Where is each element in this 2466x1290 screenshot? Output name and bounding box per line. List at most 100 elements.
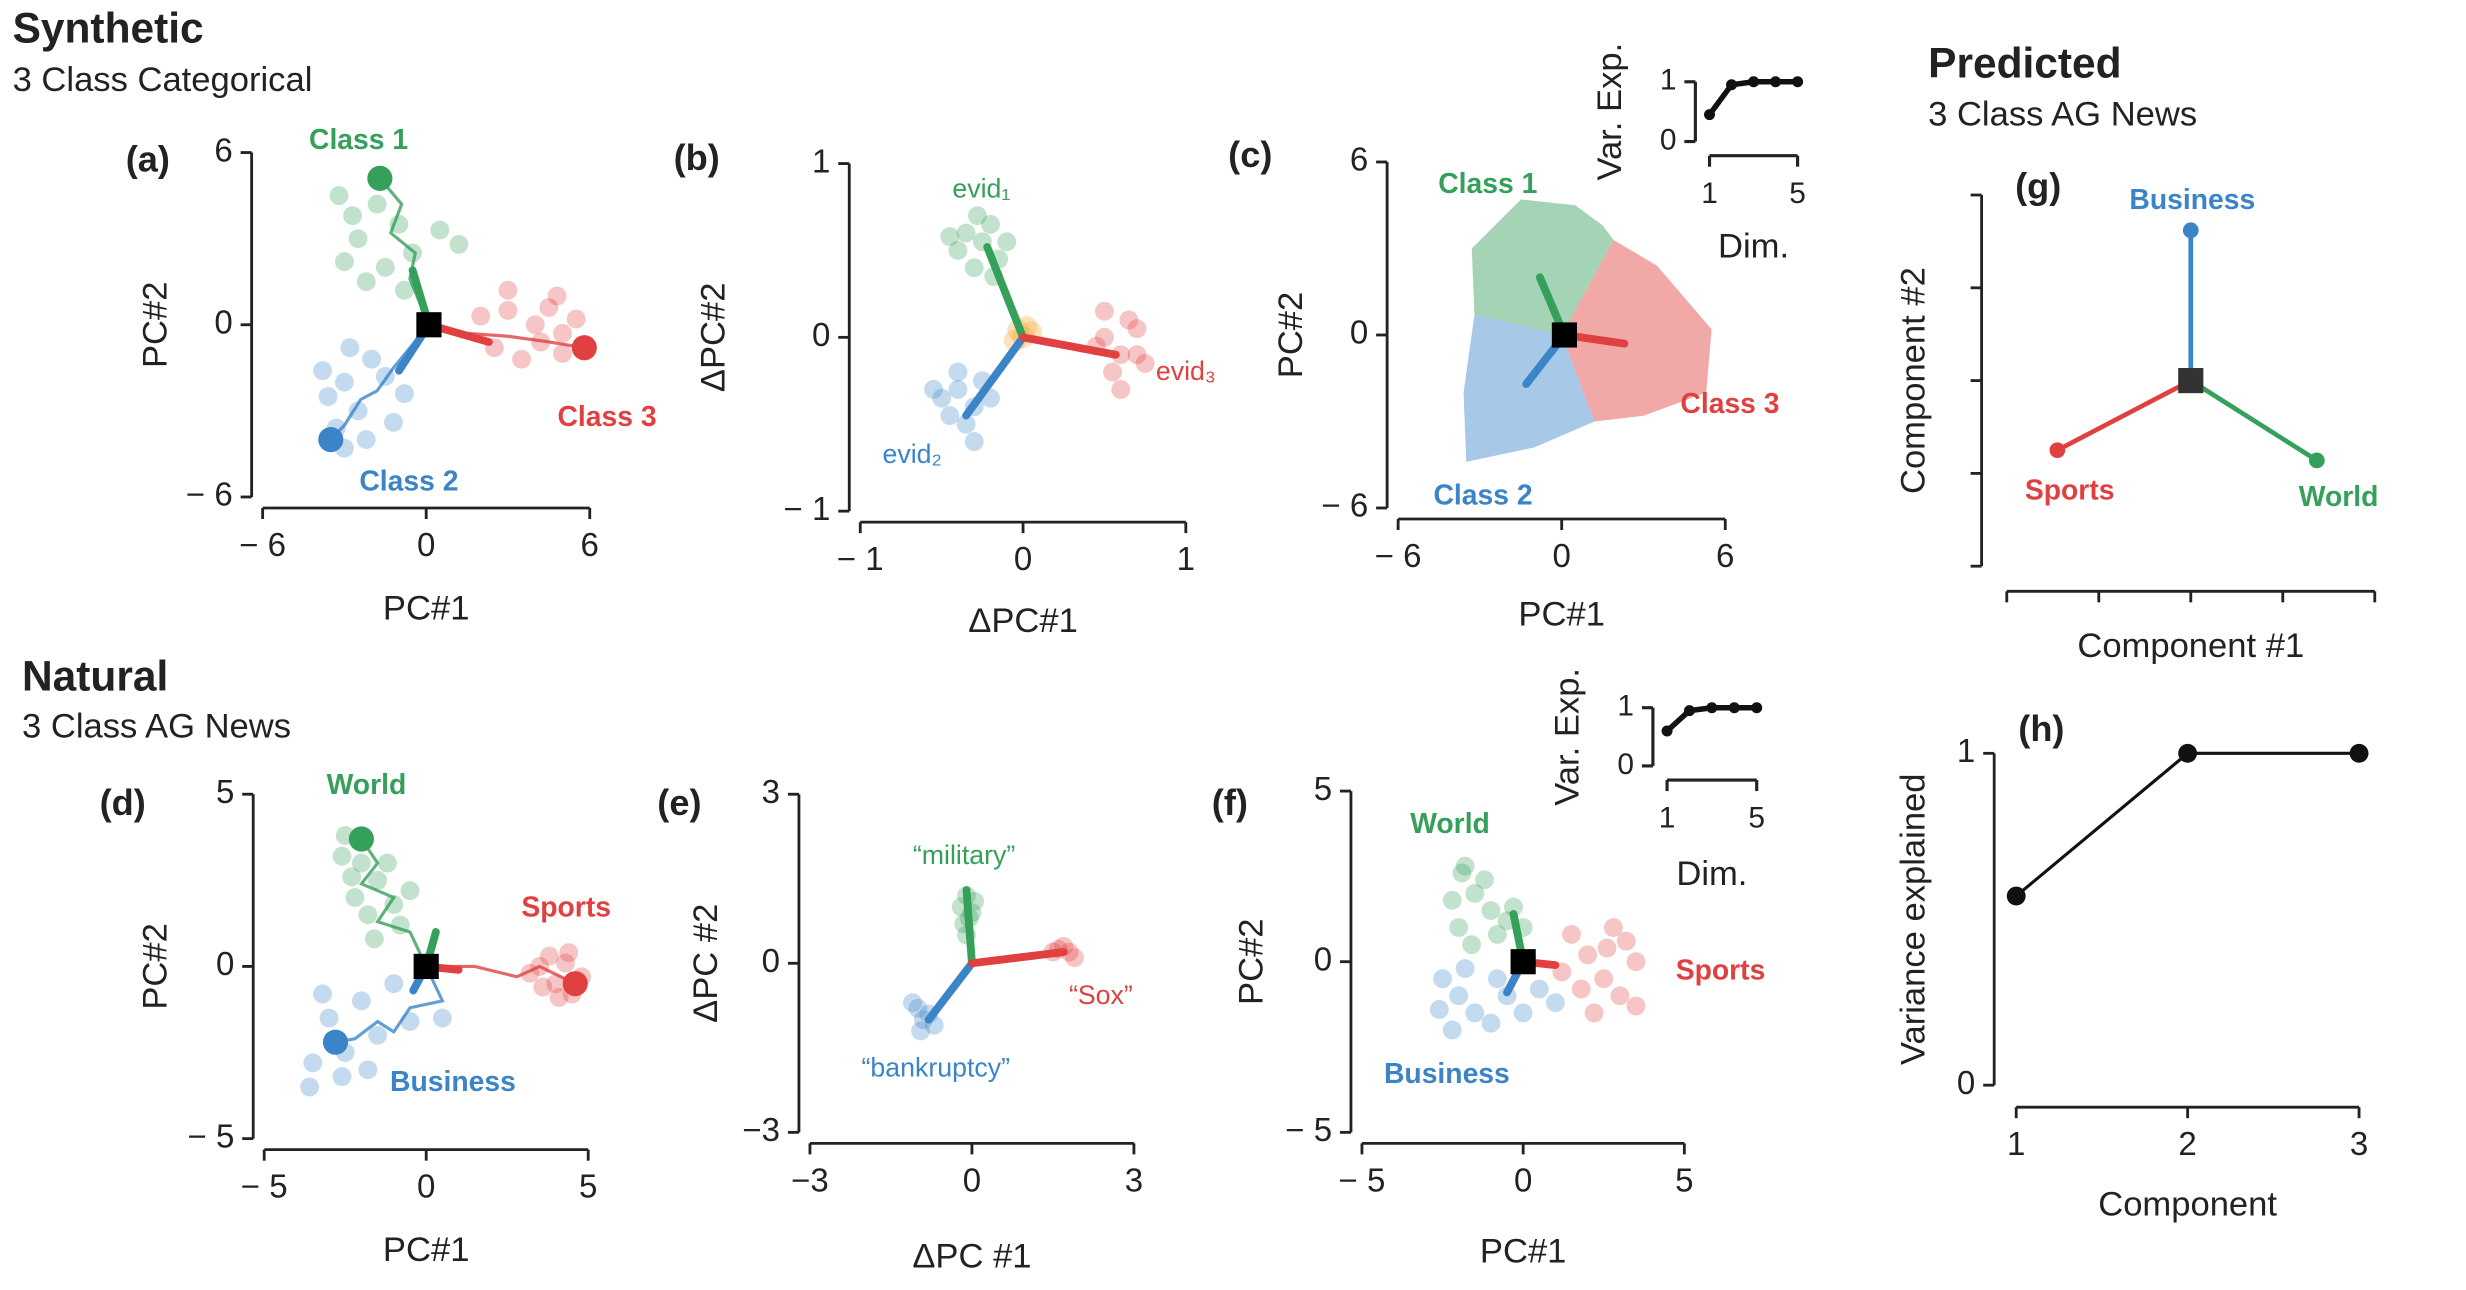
class-label: World — [2299, 480, 2379, 512]
cloud-point — [924, 380, 943, 399]
cloud-point — [539, 946, 559, 966]
section-subtitle: 3 Class AG News — [1928, 96, 2197, 134]
y-tick-label: 0 — [216, 945, 234, 982]
origin — [2178, 368, 2204, 394]
cloud-point — [1455, 856, 1475, 876]
y-axis-label: Component #2 — [1895, 267, 1933, 494]
cloud-point — [377, 853, 397, 873]
cloud-point — [1626, 996, 1646, 1016]
x-axis-label: PC#1 — [383, 1231, 470, 1269]
cloud-point — [432, 1008, 452, 1028]
y-tick-label: − 5 — [188, 1117, 235, 1154]
cloud-point — [1094, 327, 1114, 347]
panel-label: (d) — [100, 782, 146, 823]
line — [2015, 751, 2360, 898]
x-axis-label: PC#1 — [1480, 1233, 1567, 1271]
cloud-point — [300, 1077, 320, 1097]
section-title: Natural — [22, 653, 168, 700]
cloud-point — [449, 234, 469, 254]
readout — [962, 333, 1027, 420]
cloud-point — [329, 186, 349, 206]
y-tick-label: 0 — [812, 316, 830, 353]
cloud-point — [400, 881, 420, 901]
point — [1704, 109, 1716, 121]
cloud-point — [1111, 345, 1131, 365]
y-tick-label: 0 — [1350, 314, 1368, 351]
x-axis-label: Dim. — [1718, 228, 1789, 266]
cloud-point — [948, 241, 968, 260]
cloud-point — [556, 953, 575, 973]
cloud-point — [367, 194, 387, 214]
y-tick-label: −3 — [742, 1111, 780, 1148]
origin — [413, 953, 439, 980]
y-tick-label: 1 — [1957, 732, 1975, 769]
cloud-point — [997, 232, 1017, 252]
y-tick-label: − 6 — [186, 476, 233, 513]
y-tick-label: 0 — [1314, 940, 1332, 977]
class-label: Business — [390, 1065, 516, 1097]
x-tick-label: 1 — [1177, 540, 1195, 577]
cloud-point — [375, 257, 395, 277]
cloud-point — [313, 984, 332, 1004]
panel-label: (c) — [1228, 134, 1272, 175]
cloud-point — [1578, 945, 1598, 965]
cloud-point — [318, 387, 338, 406]
cloud-point — [1594, 969, 1614, 989]
cloud-point — [1449, 918, 1469, 938]
cloud-point — [1127, 319, 1147, 339]
cloud-point — [981, 214, 1000, 234]
cloud-point — [394, 384, 414, 404]
cloud-point — [1452, 863, 1472, 883]
cloud-point — [1135, 353, 1155, 373]
cloud-point — [1442, 890, 1462, 910]
cloud-point — [332, 1067, 352, 1087]
cloud-point — [471, 306, 491, 326]
cloud-point — [1119, 310, 1139, 330]
cloud-point — [546, 974, 566, 994]
fixed-point — [367, 165, 393, 191]
cloud-point — [356, 430, 376, 450]
x-tick-label: 5 — [1675, 1161, 1693, 1198]
x-tick-label: 0 — [1514, 1161, 1532, 1198]
cloud-point — [512, 349, 532, 369]
cloud-point — [343, 206, 363, 226]
trajectory — [378, 177, 431, 326]
fixed-point — [562, 971, 588, 997]
trajectory — [329, 323, 431, 441]
y-tick-label: 0 — [214, 303, 232, 340]
fixed-point — [322, 1029, 349, 1055]
class-label: World — [327, 768, 407, 800]
cloud-point — [1442, 1020, 1462, 1040]
class-label: evid₂ — [882, 439, 941, 469]
readout — [2189, 378, 2319, 463]
cloud-point — [1103, 362, 1123, 382]
y-tick-label: 1 — [1617, 690, 1634, 723]
y-axis-label: ΔPC #2 — [687, 904, 725, 1023]
y-tick-label: 0 — [1660, 123, 1677, 156]
class-label: Class 2 — [1434, 478, 1533, 510]
cloud-point — [358, 905, 378, 925]
y-tick-label: − 1 — [784, 490, 831, 527]
cloud-point — [964, 258, 984, 278]
cloud-point — [384, 412, 403, 432]
cloud-point — [384, 894, 404, 914]
y-tick-label: 1 — [812, 142, 830, 179]
cloud-point — [547, 286, 567, 306]
cloud-point — [384, 974, 404, 994]
y-axis-label: Variance explained — [1895, 773, 1933, 1065]
cloud-point — [1597, 938, 1617, 958]
cloud-point — [1475, 870, 1494, 890]
cloud-point — [1127, 345, 1147, 365]
fixed-point — [2049, 442, 2066, 459]
cloud-point — [498, 280, 518, 300]
cloud-point — [968, 206, 987, 226]
x-axis-label: PC#1 — [1518, 596, 1605, 634]
point — [1728, 702, 1740, 714]
y-axis-label: Var. Exp. — [1591, 43, 1629, 181]
x-axis-label: Dim. — [1676, 855, 1747, 893]
x-tick-label: 0 — [1553, 537, 1571, 574]
cloud-point — [1571, 979, 1591, 999]
cloud-point — [940, 406, 960, 425]
x-tick-label: 3 — [2350, 1125, 2368, 1162]
x-axis-label: ΔPC #1 — [912, 1237, 1031, 1275]
